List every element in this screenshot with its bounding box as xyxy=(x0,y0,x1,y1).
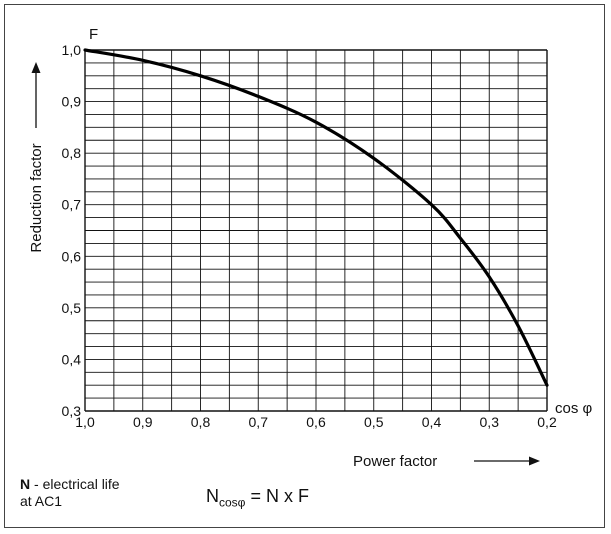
tick-labels: 1,0 0,9 0,8 0,7 0,6 0,5 0,4 0,3 0,2 0,3 0,4 0,5 0,6 0… xyxy=(62,42,557,430)
legend-note: N - electrical life at AC1 xyxy=(20,476,120,510)
x-tick-label: 0,4 xyxy=(422,414,442,430)
x-tick-label: 0,3 xyxy=(480,414,500,430)
y-axis-arrow xyxy=(31,62,41,128)
formula: Ncosφ = N x F xyxy=(206,486,309,510)
x-axis-label: Power factor xyxy=(353,453,437,470)
x-tick-label: 1,0 xyxy=(75,414,95,430)
x-tick-label: 0,9 xyxy=(133,414,153,430)
y-axis-label: Reduction factor xyxy=(28,143,45,252)
x-symbol: cos φ xyxy=(555,400,593,417)
grid xyxy=(84,49,548,412)
x-axis-arrow xyxy=(474,456,540,466)
formula-lhs: N xyxy=(206,486,219,506)
x-tick-label: 0,2 xyxy=(537,414,557,430)
x-tick-label: 0,8 xyxy=(191,414,211,430)
y-tick-label: 0,8 xyxy=(62,145,82,161)
x-tick-label: 0,7 xyxy=(249,414,269,430)
y-tick-label: 0,6 xyxy=(62,248,82,264)
y-tick-label: 0,4 xyxy=(62,351,82,367)
y-tick-label: 0,9 xyxy=(62,94,82,110)
legend-text-2: at AC1 xyxy=(20,493,63,509)
y-symbol: F xyxy=(89,26,98,43)
y-tick-label: 1,0 xyxy=(62,42,82,58)
formula-rhs: = N x F xyxy=(245,486,309,506)
x-tick-label: 0,6 xyxy=(306,414,326,430)
legend-symbol: N xyxy=(20,476,31,492)
legend-text-1: - electrical life xyxy=(30,476,120,492)
chart-frame xyxy=(4,4,605,528)
y-tick-label: 0,7 xyxy=(62,197,82,213)
formula-subscript: cosφ xyxy=(219,495,246,510)
curve-layer xyxy=(83,48,549,387)
y-tick-label: 0,3 xyxy=(62,403,82,419)
y-tick-label: 0,5 xyxy=(62,300,82,316)
reduction-factor-curve xyxy=(83,48,549,387)
x-tick-label: 0,5 xyxy=(364,414,384,430)
